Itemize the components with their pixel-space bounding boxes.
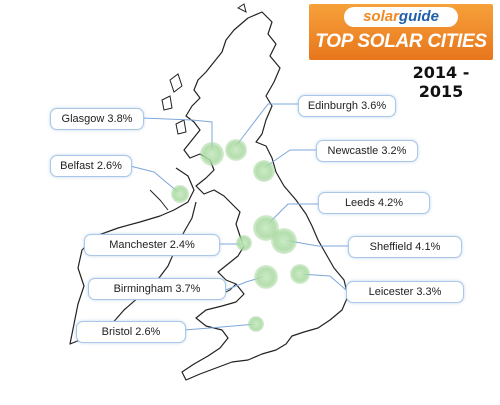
connector-line xyxy=(183,323,257,331)
city-name: Bristol xyxy=(101,326,133,338)
connector-line xyxy=(235,103,298,147)
year-range: 2014 - 2015 xyxy=(412,63,470,101)
city-value: 2.6% xyxy=(135,326,161,338)
city-value: 3.8% xyxy=(107,113,133,125)
solarguide-logo: solarguide xyxy=(344,7,458,27)
marker-glasgow xyxy=(200,142,224,166)
city-label-edinburgh: Edinburgh 3.6% xyxy=(298,95,396,117)
logo-guide-text: guide xyxy=(398,8,439,25)
city-value: 2.4% xyxy=(169,239,195,251)
logo-solar-text: solar xyxy=(363,8,399,25)
banner-title: TOP SOLAR CITIES xyxy=(315,31,487,52)
island-shape xyxy=(161,95,173,111)
city-name: Leicester xyxy=(368,286,414,298)
connector-line xyxy=(129,165,179,193)
city-name: Edinburgh xyxy=(307,100,358,112)
city-label-newcastle: Newcastle 3.2% xyxy=(316,140,418,162)
island-shape xyxy=(169,73,183,93)
marker-leeds xyxy=(253,215,279,241)
island-shape xyxy=(237,3,247,13)
city-name: Manchester xyxy=(109,239,167,251)
city-value: 3.2% xyxy=(381,145,407,157)
marker-manchester xyxy=(236,235,252,251)
city-value: 3.6% xyxy=(361,100,387,112)
island-shape xyxy=(175,119,187,135)
city-name: Newcastle xyxy=(327,145,379,157)
marker-belfast xyxy=(171,185,189,203)
city-label-belfast: Belfast 2.6% xyxy=(50,155,132,177)
marker-edinburgh xyxy=(225,139,247,161)
marker-leicester xyxy=(290,264,310,284)
city-name: Birmingham xyxy=(113,283,173,295)
connector-line xyxy=(299,273,347,291)
city-value: 4.1% xyxy=(415,241,441,253)
city-label-birmingham: Birmingham 3.7% xyxy=(88,278,226,300)
marker-bristol xyxy=(248,316,264,332)
header-banner: solarguide TOP SOLAR CITIES xyxy=(309,4,493,60)
city-label-manchester: Manchester 2.4% xyxy=(84,234,220,256)
city-label-glasgow: Glasgow 3.8% xyxy=(50,108,144,130)
connector-line xyxy=(141,117,213,150)
connector-line xyxy=(263,149,316,169)
city-label-leicester: Leicester 3.3% xyxy=(346,281,464,303)
city-value: 3.3% xyxy=(416,286,442,298)
marker-sheffield xyxy=(271,228,297,254)
city-label-bristol: Bristol 2.6% xyxy=(76,321,186,343)
great-britain-outline xyxy=(181,11,349,381)
connector-line xyxy=(267,203,318,225)
city-name: Sheffield xyxy=(369,241,413,253)
city-value: 3.7% xyxy=(175,283,201,295)
city-name: Belfast xyxy=(60,160,94,172)
city-label-leeds: Leeds 4.2% xyxy=(318,192,430,214)
ni-border xyxy=(149,189,169,211)
marker-newcastle xyxy=(253,160,275,182)
marker-birmingham xyxy=(254,265,278,289)
city-label-sheffield: Sheffield 4.1% xyxy=(348,236,462,258)
city-name: Glasgow xyxy=(61,113,105,125)
city-name: Leeds xyxy=(344,197,375,209)
city-value: 4.2% xyxy=(377,197,404,209)
ireland-outline xyxy=(69,167,197,345)
city-value: 2.6% xyxy=(96,160,122,172)
